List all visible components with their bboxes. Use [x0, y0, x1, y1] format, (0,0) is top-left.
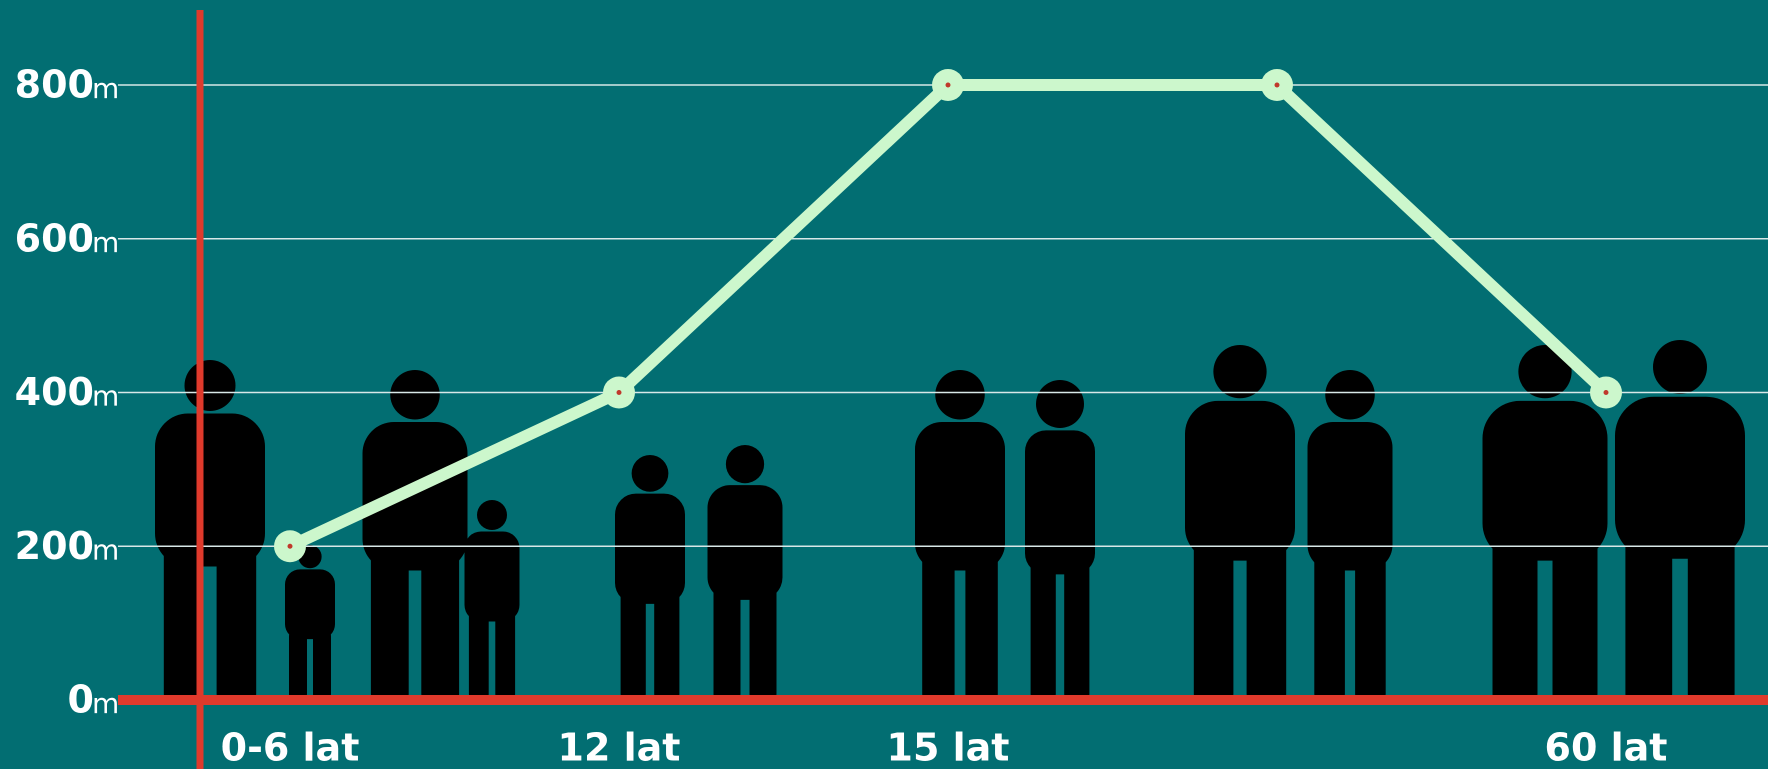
silhouette-leg — [922, 552, 954, 701]
silhouette-leg — [1064, 556, 1089, 700]
silhouette-leg — [621, 590, 646, 700]
silhouette-leg — [217, 547, 257, 700]
y-tick-label: 400 — [15, 370, 94, 414]
y-tick-label: 200 — [15, 524, 94, 568]
silhouette-head — [477, 500, 507, 530]
silhouette-body — [1615, 397, 1745, 559]
silhouette-leg — [1314, 552, 1345, 701]
silhouette-leg — [750, 585, 777, 700]
silhouette-body — [155, 414, 265, 567]
silhouette-body — [1308, 422, 1393, 570]
x-tick-label: 15 lat — [887, 726, 1010, 769]
silhouette-body — [1185, 401, 1295, 561]
silhouette-head — [185, 360, 236, 411]
silhouette-body — [285, 569, 335, 639]
data-point-center — [1275, 83, 1280, 88]
y-tick-unit: m — [92, 533, 119, 566]
silhouette-leg — [495, 610, 515, 700]
y-tick-label: 800 — [15, 63, 94, 107]
silhouette-head — [632, 455, 669, 492]
silhouette-leg — [654, 590, 679, 700]
silhouette-leg — [371, 552, 409, 701]
silhouette-leg — [1247, 540, 1287, 700]
x-tick-label: 12 lat — [558, 726, 681, 769]
silhouette-leg — [1031, 556, 1056, 700]
silhouette-head — [935, 370, 985, 420]
silhouette-leg — [1493, 540, 1538, 700]
silhouette-body — [1025, 430, 1095, 574]
data-point-center — [288, 544, 293, 549]
data-point-center — [1604, 390, 1609, 395]
data-point-center — [946, 83, 951, 88]
silhouette-head — [390, 370, 440, 420]
silhouette-leg — [1553, 540, 1598, 700]
silhouette-leg — [1625, 538, 1672, 700]
y-tick-unit: m — [92, 72, 119, 105]
y-tick-label: 600 — [15, 216, 94, 260]
silhouette-leg — [714, 585, 741, 700]
silhouette-leg — [469, 610, 489, 700]
data-point-center — [617, 390, 622, 395]
silhouette-leg — [1194, 540, 1234, 700]
silhouette-body — [1483, 401, 1608, 561]
silhouette-body — [363, 422, 468, 570]
page: {"chart_data": {"type": "line", "categor… — [0, 0, 1768, 769]
x-tick-label: 60 lat — [1545, 726, 1668, 769]
silhouette-leg — [313, 630, 331, 700]
silhouette-body — [465, 532, 520, 622]
y-tick-label: 0 — [68, 678, 94, 722]
x-tick-label: 0-6 lat — [221, 726, 360, 769]
silhouette-body — [708, 485, 783, 600]
silhouette-body — [915, 422, 1005, 570]
y-tick-unit: m — [92, 380, 119, 413]
silhouette-head — [1653, 340, 1707, 394]
y-tick-unit: m — [92, 226, 119, 259]
silhouette-leg — [421, 552, 459, 701]
silhouette-head — [1213, 345, 1266, 398]
silhouette-leg — [1688, 538, 1735, 700]
silhouette-body — [615, 494, 685, 604]
silhouette-head — [1325, 370, 1375, 420]
silhouette-leg — [965, 552, 997, 701]
silhouette-leg — [1355, 552, 1386, 701]
y-tick-unit: m — [92, 687, 119, 720]
chart: 0m200m400m600m800m0-6 lat12 lat15 lat60 … — [0, 0, 1768, 769]
silhouette-head — [1036, 380, 1084, 428]
silhouette-leg — [289, 630, 307, 700]
silhouette-head — [726, 445, 764, 483]
